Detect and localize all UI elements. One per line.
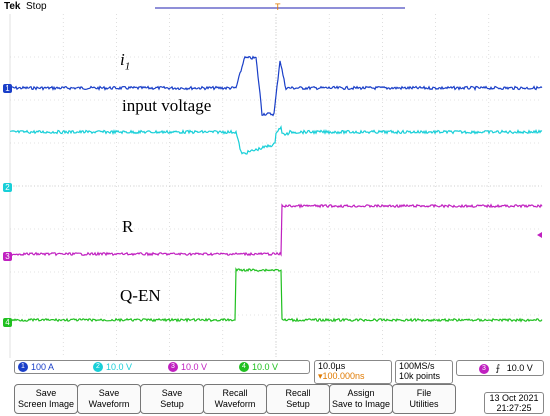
ch1-scale[interactable]: 1 100 A [18, 361, 54, 373]
timebase-per-div: 10.0µs [318, 361, 346, 371]
file-utilities-button[interactable]: File Utilities [392, 384, 456, 414]
date-time: 13 Oct 2021 21:27:25 [484, 392, 544, 414]
ch2-scale[interactable]: 2 10.0 V [93, 361, 132, 373]
ch4-scale[interactable]: 4 10.0 V [239, 361, 278, 373]
trigger-box[interactable]: 3 ⨍ 10.0 V [456, 360, 544, 376]
label-input-voltage: input voltage [122, 96, 212, 115]
time: 21:27:25 [496, 403, 532, 413]
channel-status-bar: 1 100 A 2 10.0 V 3 10.0 V 4 10.0 V [14, 360, 310, 374]
ch1-waveform [9, 55, 543, 117]
trigger-level-marker [537, 232, 542, 238]
label-r: R [122, 217, 134, 236]
save-waveform-button[interactable]: Save Waveform [77, 384, 141, 414]
ch3-waveform [9, 203, 543, 257]
ch3-scale[interactable]: 3 10.0 V [168, 361, 207, 373]
save-screen-image-button[interactable]: Save Screen Image [14, 384, 78, 414]
recall-setup-button[interactable]: Recall Setup [266, 384, 330, 414]
timebase-box[interactable]: 10.0µs ▾100.000ns [314, 360, 392, 384]
record-view-bar [155, 7, 405, 9]
trigger-slope-icon: ⨍ [495, 363, 501, 373]
ch2-waveform [9, 124, 543, 155]
sample-rate: 100MS/s [399, 361, 435, 371]
label-i1: i1 [120, 50, 131, 73]
trigger-level: 10.0 V [506, 363, 533, 373]
brand-logo: Tek [4, 1, 21, 12]
acquisition-box[interactable]: 100MS/s 10k points [395, 360, 453, 384]
trigger-source: 3 [479, 363, 489, 374]
recall-waveform-button[interactable]: Recall Waveform [203, 384, 267, 414]
waveform-display: 1 2 3 4 i1 input voltage R Q-EN [0, 14, 550, 358]
scope-header: Tek Stop T [0, 0, 550, 14]
date: 13 Oct 2021 [489, 393, 539, 403]
acquisition-state: Stop [26, 1, 47, 12]
ch4-ground-marker[interactable]: 4 [3, 318, 12, 327]
ch4-waveform [9, 267, 543, 323]
label-qen: Q-EN [120, 286, 161, 305]
ch1-ground-marker[interactable]: 1 [3, 84, 12, 93]
ch3-ground-marker[interactable]: 3 [3, 252, 12, 261]
trigger-position-marker[interactable]: T [275, 2, 281, 12]
assign-save-button[interactable]: Assign Save to Image [329, 384, 393, 414]
save-setup-button[interactable]: Save Setup [140, 384, 204, 414]
ch2-ground-marker[interactable]: 2 [3, 183, 12, 192]
timebase-position: ▾100.000ns [318, 371, 365, 381]
graticule [9, 14, 543, 358]
record-length: 10k points [399, 371, 441, 381]
